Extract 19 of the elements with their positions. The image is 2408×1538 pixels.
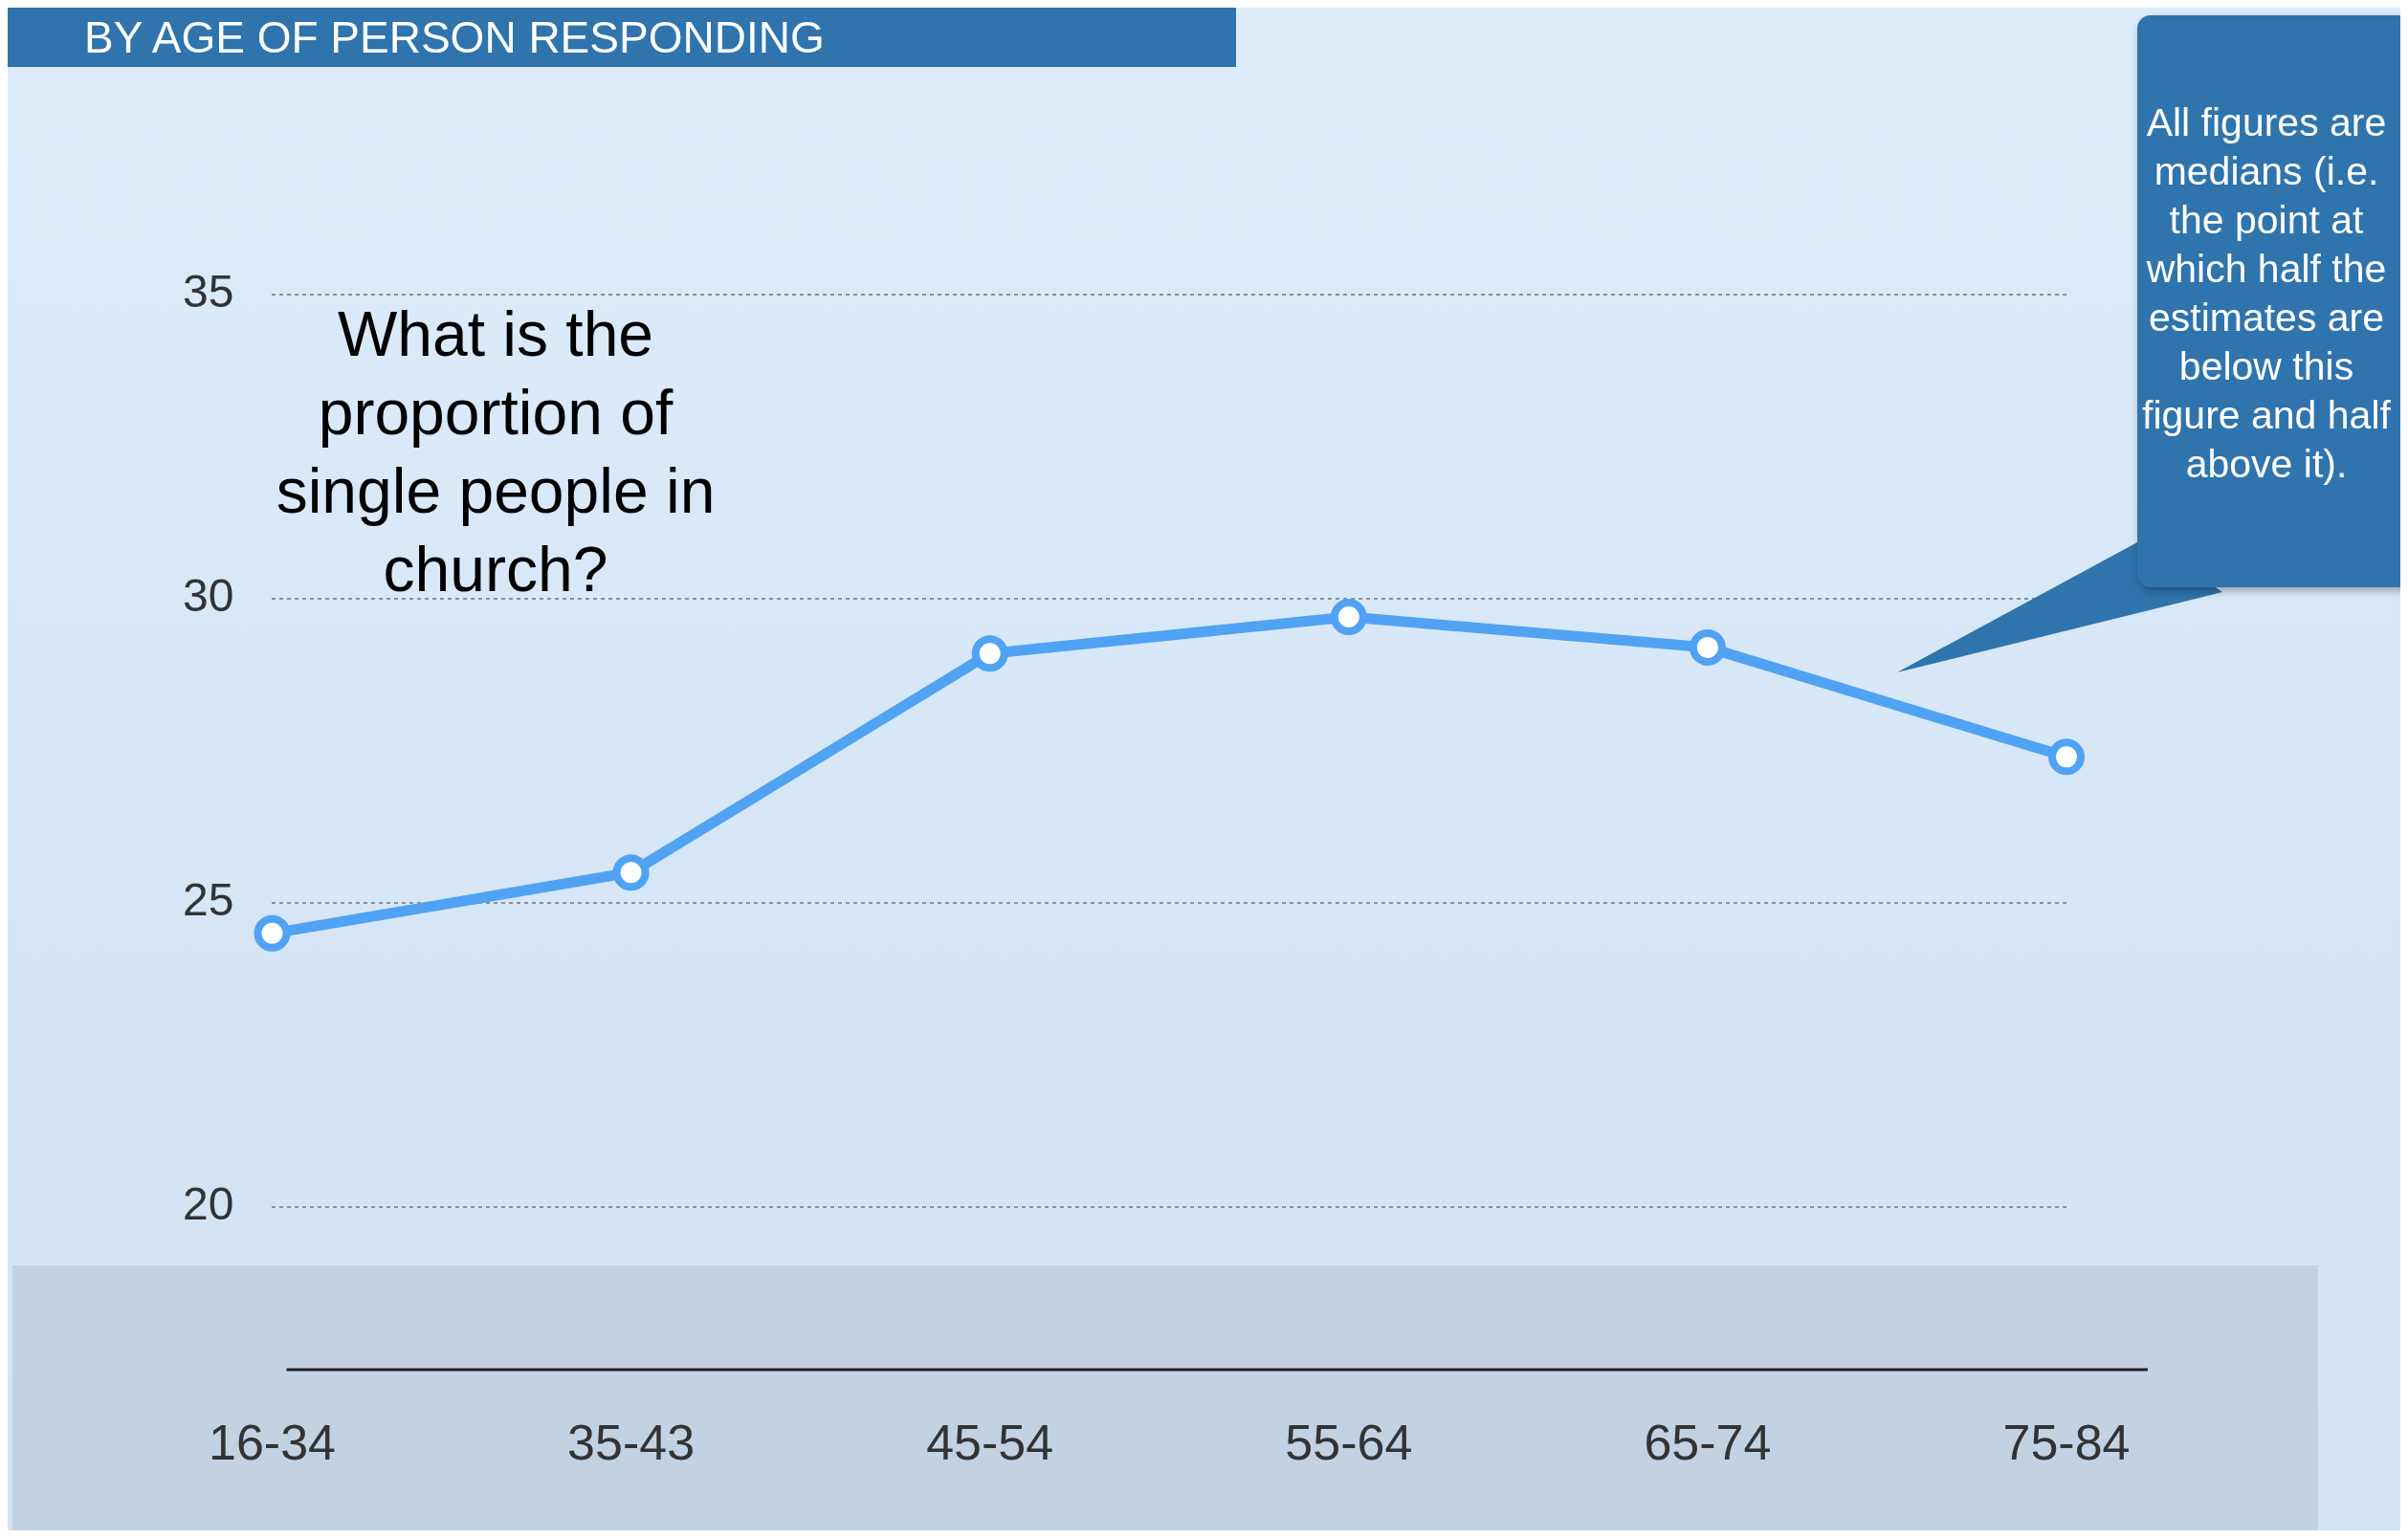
x-tick-label: 65-74 [1644, 1414, 1772, 1470]
point [971, 635, 1008, 672]
chart-title: BY AGE OF PERSON RESPONDING [8, 8, 1236, 67]
x-tick-label: 45-54 [926, 1414, 1054, 1470]
x-tick-label: 55-64 [1285, 1414, 1413, 1470]
point [254, 914, 291, 952]
y-tick-label: 30 [183, 570, 234, 622]
x-tick-label: 75-84 [2002, 1414, 2131, 1470]
point [1330, 599, 1367, 636]
y-tick-label: 25 [183, 874, 234, 926]
point [1689, 628, 1726, 666]
text: All figures are medians (i.e. the point at which half the estimates are below this figure and half above it). [2141, 99, 2392, 488]
point [2048, 738, 2085, 776]
y-tick-label: 20 [183, 1178, 234, 1230]
annotation: What is the proportion of single people in church? [275, 297, 717, 606]
y-tick-label: 35 [183, 266, 234, 318]
x-tick-label: 35-43 [567, 1414, 696, 1470]
x-tick-label: 16-34 [209, 1414, 336, 1470]
point [612, 854, 650, 891]
